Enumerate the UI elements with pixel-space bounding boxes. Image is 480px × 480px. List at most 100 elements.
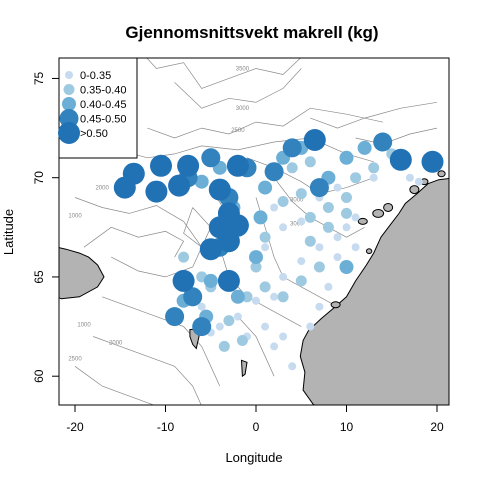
- contour-label: 3000: [290, 198, 304, 204]
- scandinavia-land: [299, 177, 449, 405]
- contour-label: 2000: [109, 340, 123, 346]
- data-point: [226, 154, 249, 177]
- data-point: [258, 180, 273, 195]
- contour-label: 3000: [290, 221, 304, 227]
- data-point: [178, 251, 190, 263]
- data-point: [270, 292, 279, 301]
- y-tick-label: 75: [32, 71, 46, 85]
- legend-symbol: [65, 71, 73, 79]
- contour-label: 2000: [95, 186, 109, 192]
- contour-label: 2500: [231, 128, 245, 134]
- chart-title: Gjennomsnittsvekt makrell (kg): [125, 23, 378, 42]
- x-tick-label: -20: [66, 420, 84, 434]
- data-point: [279, 272, 288, 281]
- shetland-land: [240, 359, 248, 378]
- data-point: [341, 192, 352, 203]
- data-point: [297, 217, 306, 226]
- data-point: [223, 315, 235, 327]
- data-point: [261, 243, 270, 252]
- data-point: [192, 317, 212, 337]
- depth-contour: [174, 68, 302, 109]
- data-point: [322, 202, 334, 213]
- data-point: [368, 162, 380, 174]
- depth-contour: [237, 316, 275, 377]
- data-point: [324, 282, 333, 291]
- data-point: [145, 180, 168, 203]
- y-tick-label: 60: [32, 369, 46, 383]
- x-tick-label: -10: [157, 420, 175, 434]
- legend-label: 0.45-0.50: [80, 114, 126, 126]
- data-point: [282, 138, 302, 158]
- data-point: [203, 273, 218, 288]
- data-point: [306, 322, 315, 331]
- data-point: [253, 210, 268, 225]
- legend-symbol: [58, 122, 80, 144]
- data-point: [250, 261, 262, 273]
- coastal-island: [365, 248, 373, 255]
- contour-label: 3000: [236, 106, 250, 112]
- coastal-island: [437, 170, 446, 178]
- data-point: [339, 150, 354, 165]
- data-point: [304, 156, 316, 168]
- coastal-island: [409, 185, 420, 195]
- data-point: [297, 257, 306, 266]
- data-point: [165, 307, 185, 327]
- data-point: [259, 281, 271, 293]
- depth-contours: [74, 58, 438, 405]
- data-point: [264, 162, 284, 182]
- data-point: [351, 243, 360, 252]
- data-point: [295, 188, 307, 200]
- legend-symbol: [63, 84, 75, 95]
- depth-contour: [83, 226, 185, 258]
- data-point: [252, 296, 260, 305]
- data-points: [113, 129, 444, 371]
- data-point: [249, 250, 263, 265]
- contour-label: 3500: [236, 67, 250, 73]
- data-point: [341, 207, 352, 219]
- land-masses: [59, 170, 449, 405]
- data-point: [322, 221, 334, 233]
- data-point: [259, 231, 271, 243]
- data-point: [168, 174, 191, 197]
- depth-contour: [273, 177, 365, 238]
- data-point: [288, 362, 297, 371]
- y-tick-label: 65: [32, 270, 46, 284]
- coastal-island: [372, 208, 385, 218]
- data-point: [279, 223, 288, 232]
- data-point: [217, 230, 240, 253]
- y-axis-label: Latitude: [1, 209, 16, 255]
- depth-contour: [310, 101, 438, 129]
- legend-label: >0.50: [80, 128, 108, 140]
- data-point: [172, 269, 195, 292]
- data-point: [303, 129, 326, 151]
- data-point: [351, 213, 360, 222]
- data-point: [208, 178, 231, 201]
- data-point: [333, 253, 342, 262]
- legend-symbol: [62, 97, 76, 111]
- data-point: [277, 291, 289, 303]
- x-tick-label: 0: [253, 420, 260, 434]
- data-point: [218, 340, 230, 352]
- depth-contour: [147, 107, 383, 139]
- contour-label: 1000: [77, 323, 91, 329]
- map-layer: 3500 3000 2500 2000 1000 3000 3000 1000 2000 2500: [59, 58, 449, 405]
- depth-contour: [102, 296, 221, 387]
- data-point: [261, 322, 270, 331]
- depth-contour: [146, 58, 302, 89]
- x-tick-label: 20: [430, 420, 444, 434]
- data-point: [421, 150, 444, 173]
- depth-contour: [92, 336, 202, 405]
- legend: 0-0.35 0.35-0.40 0.40-0.45 0.45-0.50 >0.50: [58, 57, 138, 159]
- data-point: [279, 332, 288, 341]
- data-point: [197, 302, 206, 311]
- data-point: [350, 172, 362, 184]
- x-axis-label: Longitude: [225, 450, 282, 465]
- legend-label: 0.35-0.40: [80, 85, 126, 97]
- depth-contour: [355, 127, 438, 145]
- data-point: [304, 235, 316, 247]
- data-point: [236, 335, 248, 346]
- data-point: [215, 322, 224, 331]
- legend-label: 0.40-0.45: [80, 99, 126, 111]
- y-axis: 60 65 70 75: [32, 71, 60, 383]
